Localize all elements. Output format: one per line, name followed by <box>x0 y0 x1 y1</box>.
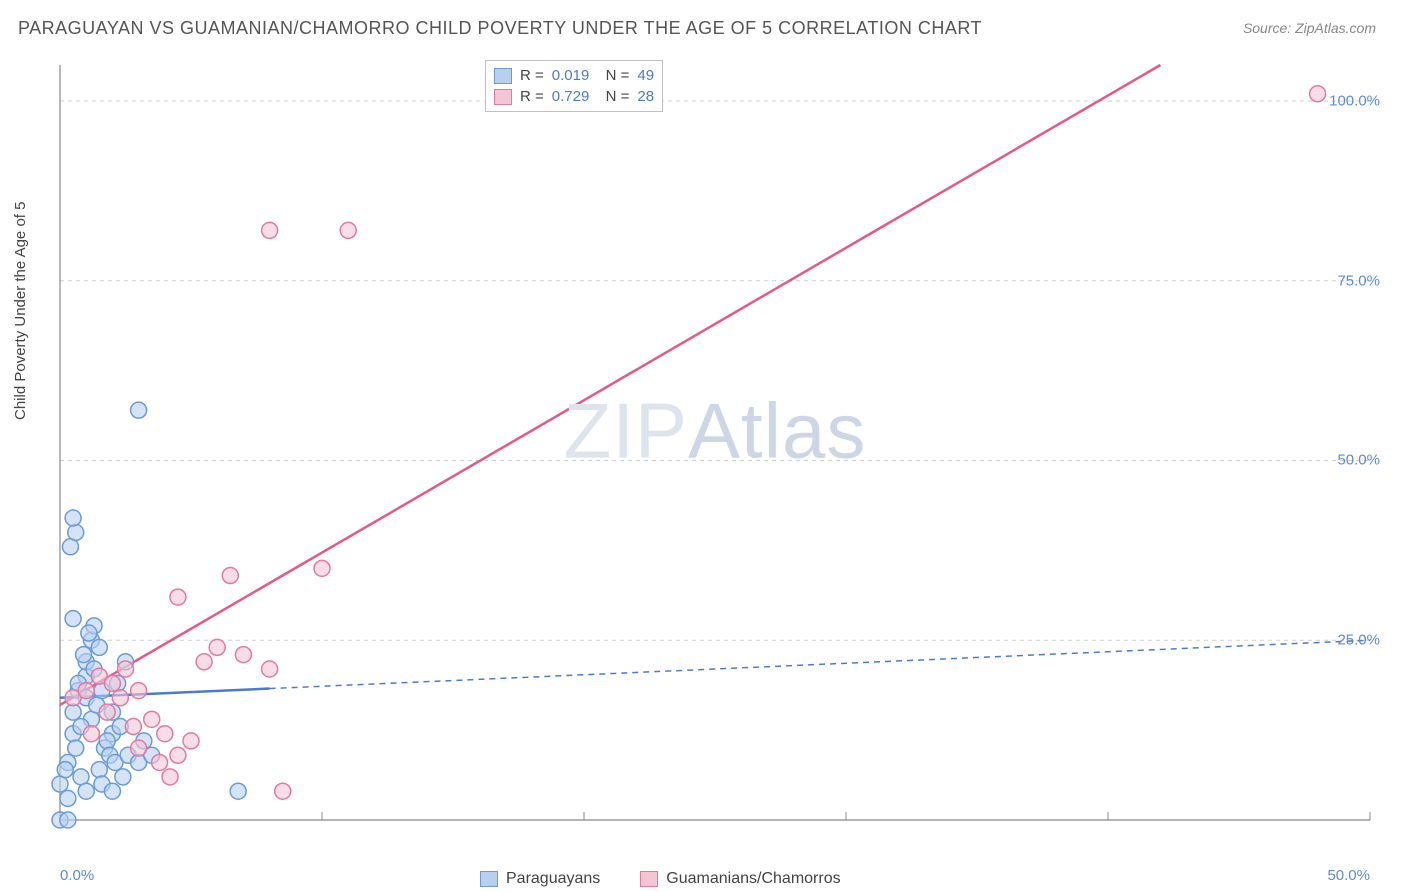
chart-title: PARAGUAYAN VS GUAMANIAN/CHAMORRO CHILD P… <box>18 18 982 39</box>
legend-item: Paraguayans <box>480 870 600 888</box>
stats-n-label: N = <box>597 88 629 105</box>
stats-n-label: N = <box>597 67 629 84</box>
y-tick-label: 75.0% <box>1337 272 1380 289</box>
stats-box: R = 0.019 N = 49R = 0.729 N = 28 <box>485 60 663 112</box>
source-value: ZipAtlas.com <box>1295 20 1376 36</box>
stats-row: R = 0.019 N = 49 <box>494 65 654 86</box>
legend-swatch <box>480 871 498 887</box>
stats-row: R = 0.729 N = 28 <box>494 86 654 107</box>
series-swatch <box>494 89 512 105</box>
legend-item: Guamanians/Chamorros <box>640 870 840 888</box>
series-swatch <box>494 68 512 84</box>
stats-r-label: R = <box>520 88 544 105</box>
chart-area: ZIPAtlas <box>50 60 1380 850</box>
stats-r-value: 0.729 <box>552 88 590 105</box>
y-tick-label: 100.0% <box>1329 92 1380 109</box>
legend: Paraguayans Guamanians/Chamorros <box>480 870 841 888</box>
y-axis-label: Child Poverty Under the Age of 5 <box>12 202 29 420</box>
legend-label: Guamanians/Chamorros <box>666 870 840 888</box>
x-tick-label: 50.0% <box>1327 867 1370 884</box>
legend-label: Paraguayans <box>506 870 600 888</box>
y-tick-label: 25.0% <box>1337 632 1380 649</box>
legend-swatch <box>640 871 658 887</box>
scatter-chart <box>50 60 1380 850</box>
stats-r-label: R = <box>520 67 544 84</box>
stats-r-value: 0.019 <box>552 67 590 84</box>
source-label: Source: <box>1243 20 1291 36</box>
source-attribution: Source: ZipAtlas.com <box>1243 20 1376 36</box>
x-tick-label: 0.0% <box>60 867 94 884</box>
y-tick-label: 50.0% <box>1337 452 1380 469</box>
stats-n-value: 28 <box>637 88 654 105</box>
stats-n-value: 49 <box>637 67 654 84</box>
